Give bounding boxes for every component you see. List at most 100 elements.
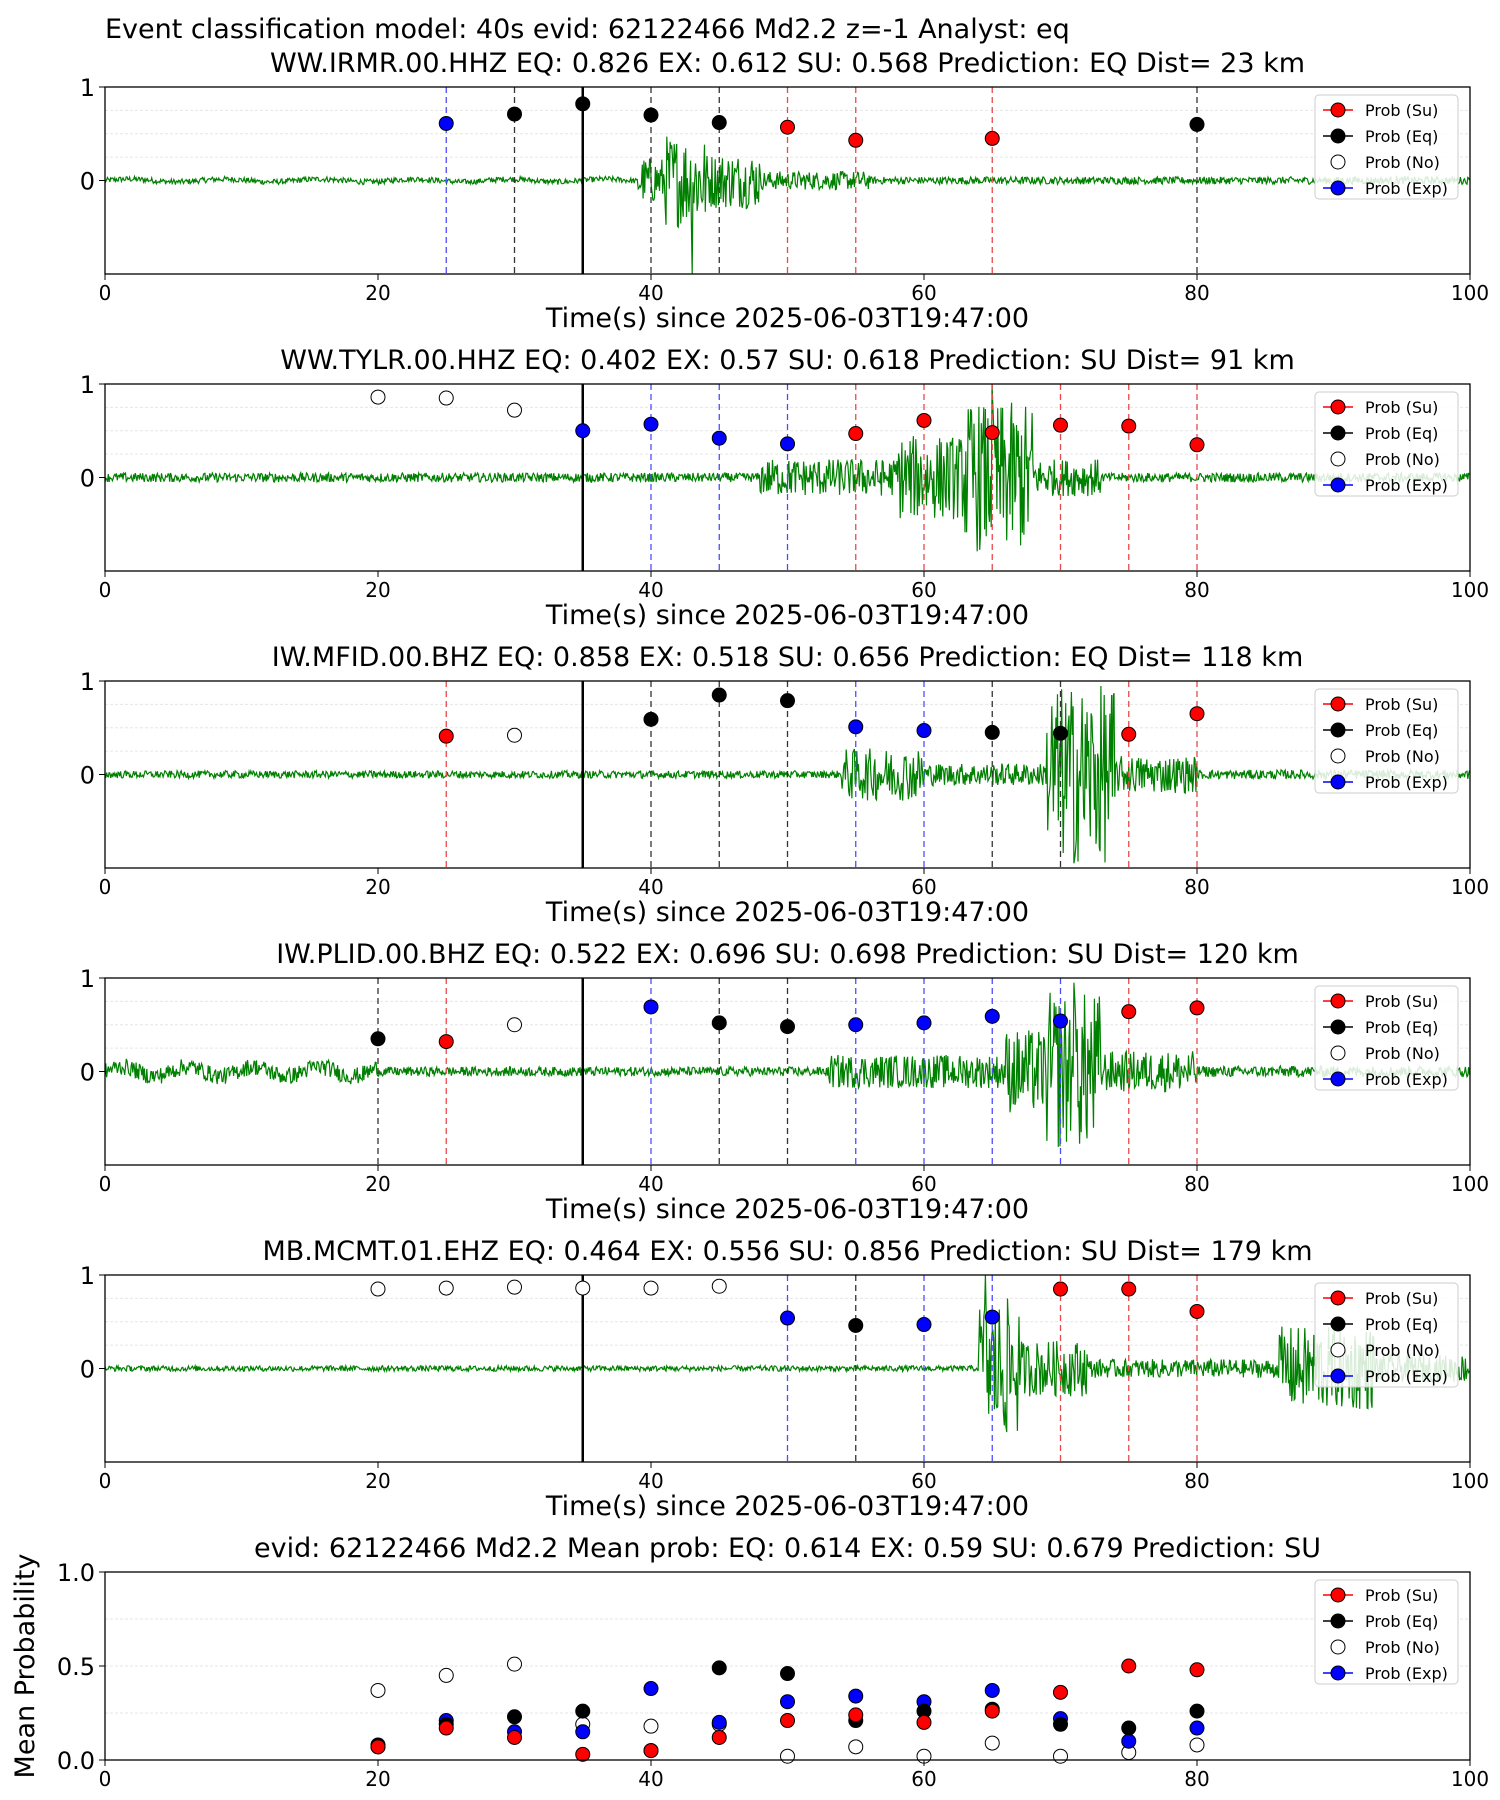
prob-point-su: [1121, 1281, 1137, 1297]
prob-point-eq: [643, 711, 659, 727]
legend-label: Prob (No): [1365, 1341, 1440, 1360]
prob-point-eq: [507, 106, 522, 122]
x-tick-label: 80: [1184, 875, 1209, 899]
plot-frame: [104, 680, 1471, 869]
x-tick-label: 60: [911, 281, 936, 305]
figure-suptitle: Event classification model: 40s evid: 62…: [105, 14, 1070, 45]
y-tick-label: 0: [80, 465, 95, 493]
prob-point-no: [438, 1280, 454, 1296]
legend-marker: [1330, 1342, 1346, 1358]
mean-prob-point-su: [916, 1714, 932, 1730]
legend-marker: [1330, 1071, 1346, 1087]
prob-point-no: [507, 727, 522, 743]
prob-point-eq: [780, 693, 795, 709]
mean-prob-point-no: [780, 1748, 795, 1764]
x-axis-label: Time(s) since 2025-06-03T19:47:00: [545, 1194, 1029, 1225]
legend-box: [1314, 688, 1459, 794]
prob-point-su: [438, 728, 454, 744]
x-tick-label: 0: [99, 281, 112, 305]
prob-point-su: [916, 412, 932, 428]
x-axis-label: Time(s) since 2025-06-03T19:47:00: [545, 303, 1029, 334]
legend-marker: [1330, 128, 1346, 144]
x-tick-label: 20: [365, 578, 390, 602]
y-tick-label: 1: [80, 371, 95, 399]
mean-prob-point-no: [643, 1718, 659, 1734]
panel-title: IW.PLID.00.BHZ EQ: 0.522 EX: 0.696 SU: 0…: [276, 939, 1299, 970]
legend-box: [1314, 94, 1459, 200]
panel-title: WW.IRMR.00.HHZ EQ: 0.826 EX: 0.612 SU: 0…: [270, 48, 1305, 79]
plot-frame: [104, 977, 1471, 1166]
x-tick-label: 0: [99, 875, 112, 899]
mean-prob-point-su: [848, 1707, 864, 1723]
plot-frame: [104, 1274, 1471, 1463]
x-tick-label: 100: [1451, 1469, 1489, 1493]
x-tick-label: 40: [638, 281, 663, 305]
y-tick-label: 0: [80, 1356, 95, 1384]
x-axis-label: Time(s) since 2025-06-03T19:47:00: [545, 1491, 1029, 1522]
panel-title: evid: 62122466 Md2.2 Mean prob: EQ: 0.61…: [254, 1533, 1321, 1564]
legend-marker: [1330, 102, 1346, 118]
legend-marker: [1330, 425, 1346, 441]
mean-prob-point-su: [1121, 1658, 1137, 1674]
legend-label: Prob (Exp): [1365, 476, 1448, 495]
x-tick-label: 100: [1451, 578, 1489, 602]
x-tick-label: 100: [1451, 1767, 1489, 1791]
prob-point-su: [848, 426, 864, 442]
panel-title: IW.MFID.00.BHZ EQ: 0.858 EX: 0.518 SU: 0…: [272, 642, 1304, 673]
x-tick-label: 60: [911, 1172, 936, 1196]
y-tick-label: 1: [80, 1262, 95, 1290]
legend-label: Prob (No): [1365, 450, 1440, 469]
prob-point-su: [1189, 1000, 1205, 1016]
mean-prob-point-exp: [643, 1681, 659, 1697]
plot-frame: [104, 383, 1471, 572]
prob-point-eq: [1189, 116, 1205, 132]
prob-point-su: [984, 425, 1000, 441]
x-tick-label: 20: [365, 1767, 390, 1791]
x-tick-label: 60: [911, 578, 936, 602]
legend-label: Prob (Su): [1365, 101, 1438, 120]
legend-box: [1314, 1579, 1459, 1685]
x-tick-label: 0: [99, 1172, 112, 1196]
x-tick-label: 0: [99, 1469, 112, 1493]
x-tick-label: 80: [1184, 578, 1209, 602]
chart-panel-4: IW.PLID.00.BHZ EQ: 0.522 EX: 0.696 SU: 0…: [80, 939, 1489, 1225]
legend-label: Prob (No): [1365, 1044, 1440, 1063]
prob-point-eq: [1053, 725, 1068, 741]
legend-label: Prob (Su): [1365, 398, 1438, 417]
mean-prob-point-eq: [575, 1703, 591, 1719]
y-tick-label: 1: [80, 965, 95, 993]
prob-point-eq: [711, 115, 727, 131]
y-tick-label: 0.5: [57, 1653, 95, 1681]
legend-marker: [1330, 477, 1346, 493]
prob-point-su: [1189, 437, 1205, 453]
legend-label: Prob (Eq): [1365, 424, 1438, 443]
legend-label: Prob (Exp): [1365, 773, 1448, 792]
legend-label: Prob (Eq): [1365, 127, 1438, 146]
mean-prob-point-su: [575, 1746, 591, 1762]
prob-point-su: [1121, 418, 1137, 434]
x-tick-label: 60: [911, 875, 936, 899]
x-tick-label: 20: [365, 1172, 390, 1196]
legend-box: [1314, 985, 1459, 1091]
mean-prob-point-exp: [575, 1724, 591, 1740]
prob-point-eq: [780, 1019, 795, 1035]
x-tick-label: 40: [638, 1767, 663, 1791]
x-tick-label: 100: [1451, 875, 1489, 899]
mean-prob-point-exp: [780, 1694, 795, 1710]
mean-prob-point-su: [984, 1703, 1000, 1719]
x-tick-label: 60: [911, 1767, 936, 1791]
legend-marker: [1330, 1290, 1346, 1306]
prob-point-su: [1189, 706, 1205, 722]
y-tick-label: 0.0: [57, 1747, 95, 1775]
prob-point-exp: [916, 1317, 932, 1333]
prob-point-no: [438, 390, 454, 406]
legend-marker: [1330, 696, 1346, 712]
legend-label: Prob (Su): [1365, 695, 1438, 714]
plot-frame: [104, 1571, 1471, 1761]
legend-label: Prob (Eq): [1365, 721, 1438, 740]
mean-prob-point-exp: [984, 1682, 1000, 1698]
mean-prob-point-exp: [848, 1688, 864, 1704]
x-tick-label: 0: [99, 578, 112, 602]
y-tick-label: 0: [80, 168, 95, 196]
